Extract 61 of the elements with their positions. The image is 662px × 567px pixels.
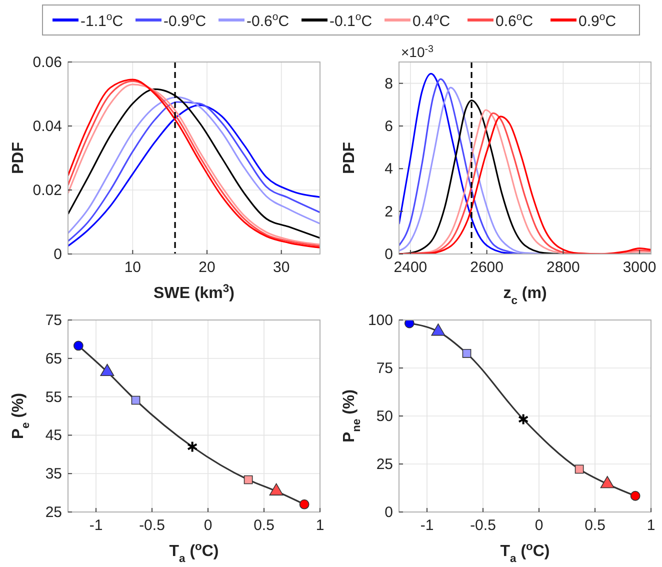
x-tick-label: 2600 [470,259,504,276]
x-tick-label: -1 [89,517,103,534]
legend-label: 0.4$^{o}$C [412,11,450,30]
legend-label: 0.6$^{o}$C [496,11,534,30]
x-tick-label: 2400 [394,259,428,276]
y-tick-label: 8 [384,75,393,92]
x-tick-label: -0.5 [470,517,496,534]
x-tick-label: -1 [420,517,434,534]
x-tick-label: 30 [273,259,290,276]
x-tick-label: 2800 [546,259,580,276]
y-tick-label: 0.06 [32,54,62,71]
y-tick-label: 4 [384,160,393,178]
y-tick-label: 0.04 [32,118,62,135]
y-tick-label: 45 [45,427,62,444]
x-axis-title: T$_{a}$ ($^{o}$C) [500,541,550,565]
y-tick-label: 2 [384,203,393,220]
point [404,320,414,328]
y-tick-label: 25 [376,456,393,473]
point [462,348,472,358]
x-tick-label: 0.5 [584,517,606,534]
x-tick-label: 1 [316,517,324,534]
y-axis-title: PDF [341,142,358,174]
y-tick-label: 0 [384,246,393,263]
x-tick-label: 0.5 [254,517,274,534]
y-tick-label: 55 [45,388,62,406]
y-tick-label: 50 [376,408,393,425]
x-tick-label: 0 [204,517,212,534]
y-tick-label: 6 [384,118,393,135]
x-tick-label: 10 [124,259,142,276]
x-tick-label: -0.5 [139,517,165,534]
legend-label: -0.9$^{o}$C [164,11,206,30]
legend-label: 0.9$^{o}$C [578,11,616,30]
point [186,440,198,453]
legend-label: -1.1$^{o}$C [80,11,124,30]
x-tick-label: 3000 [622,259,656,276]
x-axis-title: SWE (km$^{3}$) [154,283,234,302]
point [630,490,640,501]
point [244,475,253,484]
x-axis-title: T$_{a}$ ($^{o}$C) [169,541,219,565]
y-axis-title: PDF [10,142,27,174]
y-tick-label: 75 [376,360,393,377]
text: ×10$^{-3}$ [401,44,434,60]
point [574,464,584,474]
y-tick-label: 0.02 [32,182,62,199]
x-tick-label: 0 [534,517,544,534]
legend-label: -0.6$^{o}$C [246,11,290,30]
y-tick-label: 25 [45,504,62,521]
legend-label: -0.1$^{o}$C [330,11,372,30]
x-tick-label: 1 [646,517,656,534]
point [131,396,140,405]
y-tick-label: 75 [45,312,62,329]
y-tick-label: 0 [384,504,393,521]
x-axis-title: z$_{c}$ (m) [503,285,547,307]
x-tick-label: 20 [198,259,216,276]
y-tick-label: 65 [45,350,62,368]
y-tick-label: 0 [54,246,62,263]
y-tick-label: 100 [368,312,393,329]
point [518,413,529,426]
point [299,499,310,510]
y-tick-label: 35 [45,466,62,483]
point [73,340,84,351]
